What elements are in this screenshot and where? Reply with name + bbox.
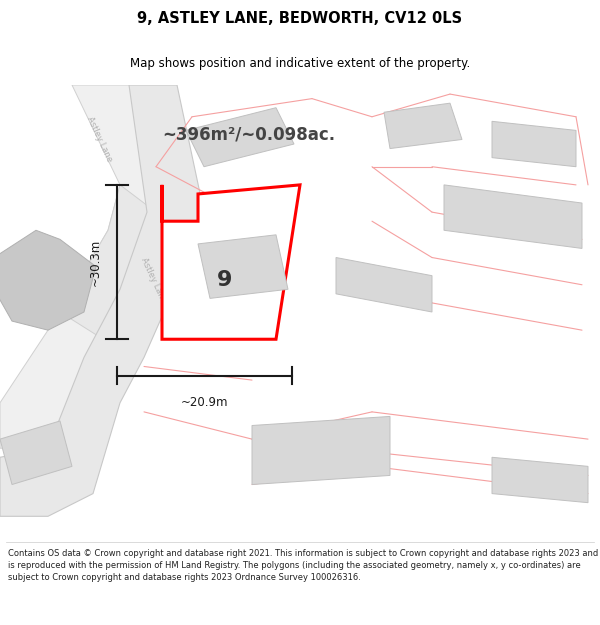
- Polygon shape: [444, 185, 582, 249]
- Text: Map shows position and indicative extent of the property.: Map shows position and indicative extent…: [130, 58, 470, 70]
- Text: Astley Lane: Astley Lane: [139, 256, 167, 304]
- Polygon shape: [384, 103, 462, 149]
- Text: Contains OS data © Crown copyright and database right 2021. This information is : Contains OS data © Crown copyright and d…: [8, 549, 598, 582]
- Text: 9, ASTLEY LANE, BEDWORTH, CV12 0LS: 9, ASTLEY LANE, BEDWORTH, CV12 0LS: [137, 11, 463, 26]
- Polygon shape: [0, 85, 204, 516]
- Text: 9: 9: [217, 270, 233, 290]
- Polygon shape: [492, 458, 588, 503]
- Text: ~20.9m: ~20.9m: [181, 396, 229, 409]
- Polygon shape: [0, 421, 72, 484]
- Polygon shape: [162, 185, 300, 339]
- Polygon shape: [336, 258, 432, 312]
- Polygon shape: [198, 235, 288, 298]
- Polygon shape: [0, 230, 96, 330]
- Polygon shape: [60, 185, 180, 358]
- Text: ~396m²/~0.098ac.: ~396m²/~0.098ac.: [162, 126, 335, 144]
- Polygon shape: [252, 416, 390, 484]
- Polygon shape: [186, 107, 294, 167]
- Text: Astley Lane: Astley Lane: [85, 116, 113, 164]
- Text: ~30.3m: ~30.3m: [89, 238, 102, 286]
- Polygon shape: [0, 85, 204, 448]
- Polygon shape: [492, 121, 576, 167]
